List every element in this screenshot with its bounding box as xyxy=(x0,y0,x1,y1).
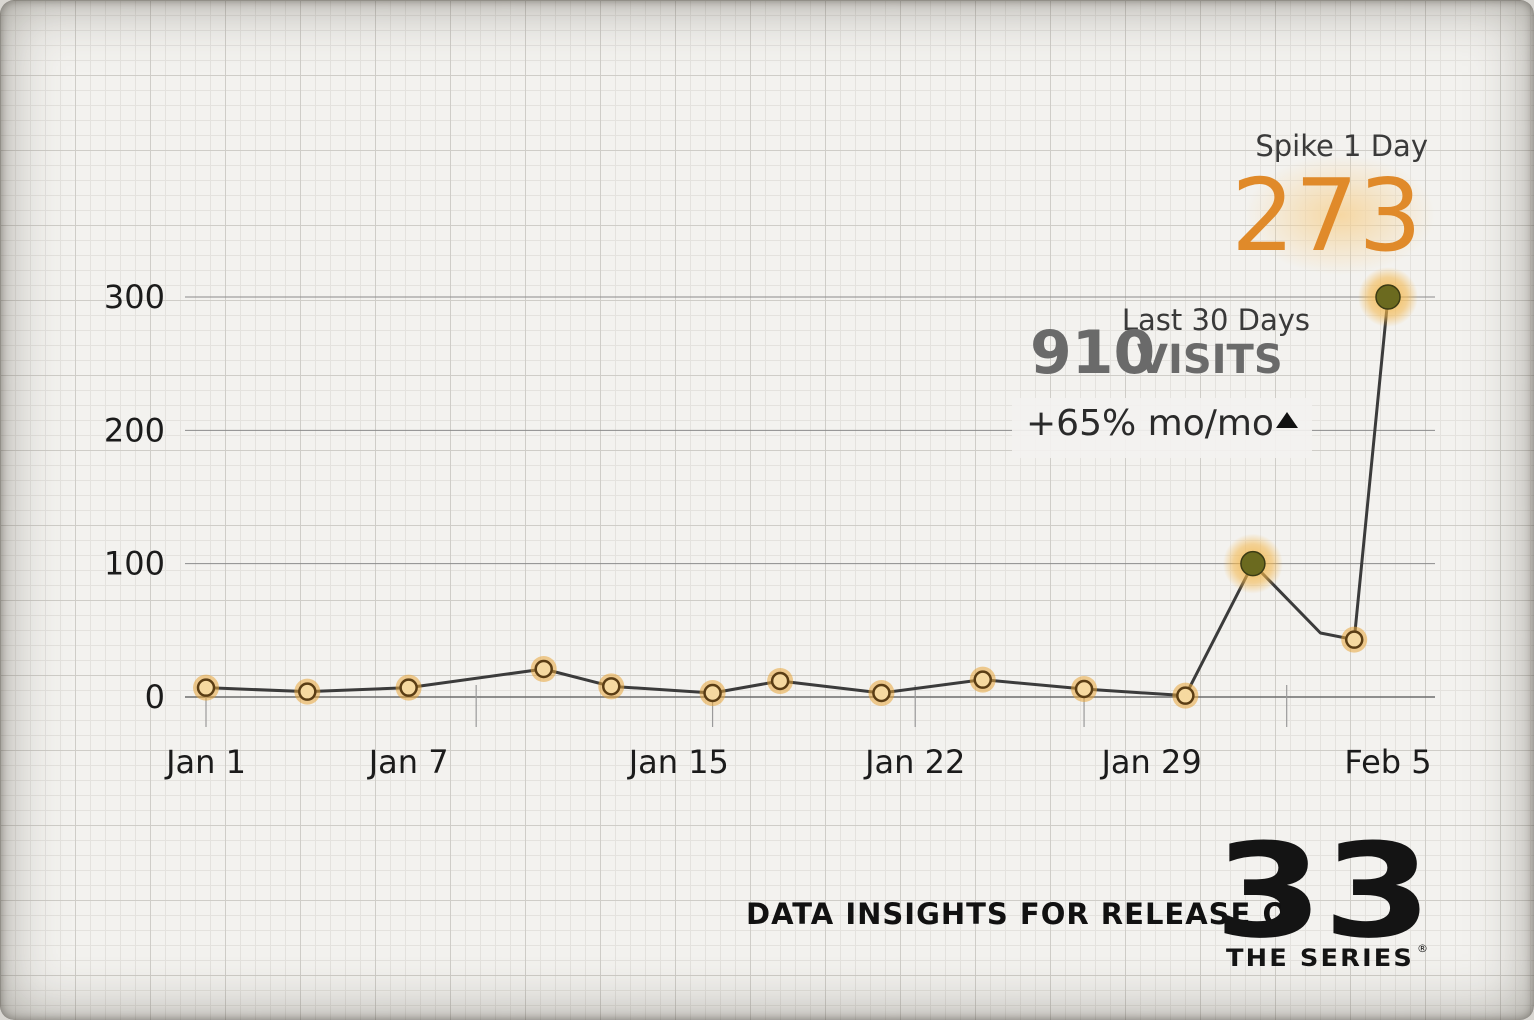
data-point-highlight xyxy=(1375,284,1401,310)
annotations: Spike 1 Day 273 Last 30 Days 910 VISITS … xyxy=(1012,129,1435,458)
x-tick-label: Feb 5 xyxy=(1344,743,1431,781)
y-tick-label: 200 xyxy=(104,411,165,449)
data-point xyxy=(298,682,317,701)
footer: DATA INSIGHTS FOR RELEASE OF 33 THE SERI… xyxy=(746,815,1432,972)
visits-count: 910 xyxy=(1030,318,1155,388)
y-tick-label: 100 xyxy=(104,545,165,583)
up-triangle-icon xyxy=(1276,412,1298,428)
data-point xyxy=(196,678,216,697)
growth-label-backdrop xyxy=(1012,398,1312,458)
spike-value: 273 xyxy=(1231,157,1422,274)
data-point xyxy=(770,671,790,691)
y-tick-label: 0 xyxy=(145,678,165,716)
x-tick-label: Jan 22 xyxy=(863,743,965,781)
visits-word: VISITS xyxy=(1137,337,1283,383)
visits-series xyxy=(193,267,1418,709)
period-label: Last 30 Days xyxy=(1122,303,1310,337)
x-tick-label: Jan 1 xyxy=(164,743,246,781)
data-point xyxy=(703,683,722,703)
growth-text: +65% mo/mo xyxy=(1026,403,1274,444)
y-tick-label: 300 xyxy=(104,278,165,316)
x-axis-tick-labels: Jan 1 Jan 7 Jan 15 Jan 22 Jan 29 Feb 5 xyxy=(164,743,1432,781)
y-axis-tick-labels: 0 100 200 300 xyxy=(104,278,165,716)
footer-caption: DATA INSIGHTS FOR RELEASE OF xyxy=(746,897,1309,931)
registered-mark: ® xyxy=(1417,942,1428,955)
data-point xyxy=(1074,679,1094,699)
data-point xyxy=(399,678,418,697)
data-point xyxy=(1176,686,1195,705)
data-point xyxy=(973,670,992,689)
data-point xyxy=(534,659,553,679)
series-logo-number: 33 xyxy=(1214,815,1432,967)
series-logo-subtitle: THE SERIES xyxy=(1226,944,1414,972)
x-tick-label: Jan 29 xyxy=(1099,743,1201,781)
spike-label: Spike 1 Day xyxy=(1255,129,1428,163)
data-point-highlight xyxy=(1240,550,1266,577)
x-tick-label: Jan 15 xyxy=(627,743,729,781)
spike-value-glow xyxy=(1245,155,1435,275)
data-point xyxy=(872,683,891,703)
x-tick-label: Jan 7 xyxy=(367,743,449,781)
data-point xyxy=(1344,630,1364,649)
data-point xyxy=(602,677,621,696)
